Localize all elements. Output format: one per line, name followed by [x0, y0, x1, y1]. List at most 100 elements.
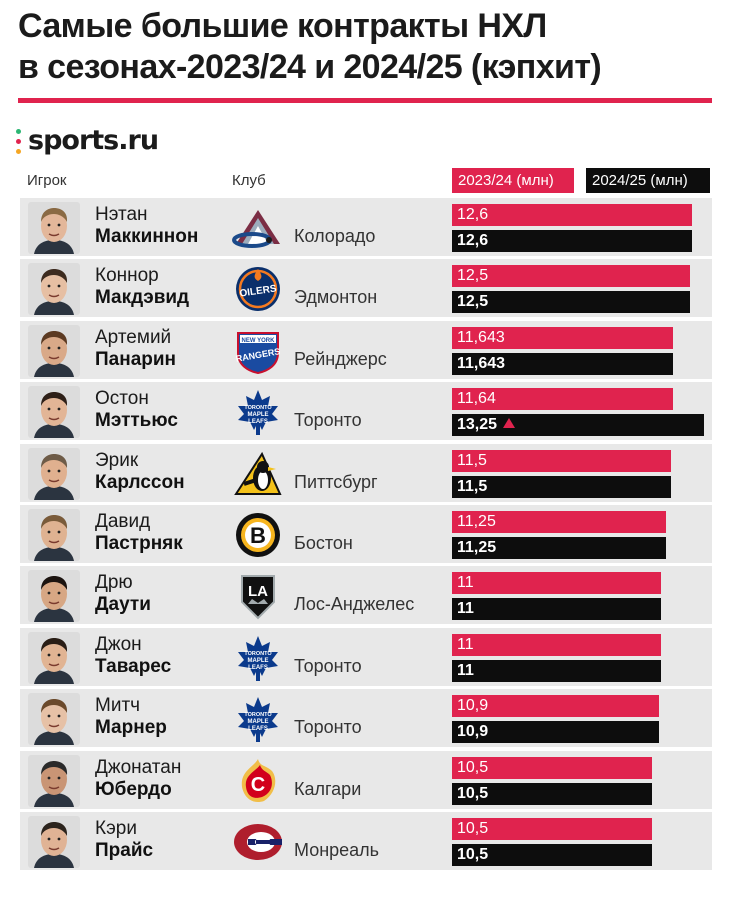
club-name: Монреаль: [294, 840, 380, 860]
player-photo: [28, 324, 80, 377]
maple-leafs-logo-icon: TORONTO MAPLE LEAFS: [232, 634, 284, 682]
player-photo: [28, 570, 80, 623]
player-first-name: Джонатан: [95, 756, 182, 778]
maple-leafs-logo-icon: TORONTO MAPLE LEAFS: [232, 695, 284, 743]
bar-label-2024-25: 13,25: [457, 416, 498, 434]
club-name: Торонто: [294, 717, 362, 738]
bruins-logo-letter: B: [250, 523, 266, 548]
leafs-logo-bot: LEAFS: [248, 726, 268, 732]
table-row: Давид Пастрняк B Бостон 11,25 11,25: [20, 505, 712, 563]
player-photo: [28, 202, 80, 254]
leafs-logo-top: TORONTO: [244, 712, 272, 718]
leafs-logo-mid: MAPLE: [248, 658, 269, 664]
bar-label-2023-24: 12,6: [457, 206, 489, 223]
leafs-logo-bot: LEAFS: [248, 665, 268, 671]
player-last-name: Таварес: [95, 655, 172, 677]
bar-label-2024-25: 12,6: [457, 232, 489, 249]
bar-2024-25: 12,6: [452, 230, 692, 252]
bar-label-2024-25: 11,643: [457, 354, 506, 372]
brand-dots-icon: [16, 129, 22, 155]
player-first-name: Давид: [95, 511, 151, 532]
up-triangle-icon: [503, 418, 516, 429]
bar-2024-25: 10,5: [452, 844, 652, 866]
bar-label-2023-24: 11,25: [457, 513, 496, 530]
club-name: Лос-Анджелес: [294, 594, 415, 615]
table-row: Джон Таварес TORONTO MAPLE LEAFS Торонто…: [20, 627, 712, 686]
chart-title: Самые большие контракты НХЛ в сезонах-20…: [18, 6, 718, 88]
canadiens-logo-icon: [232, 818, 284, 866]
bar-2023-24: 12,5: [452, 265, 690, 288]
player-last-name: Пастрняк: [95, 533, 183, 554]
bar-2024-25: 11: [452, 659, 661, 682]
leafs-logo-mid: MAPLE: [248, 719, 269, 725]
bar-label-2023-24: 10,5: [457, 758, 489, 776]
leafs-logo-bot: LEAFS: [248, 419, 268, 425]
player-last-name: Прайс: [95, 840, 154, 861]
legend-2024-25: 2024/25 (млн): [586, 168, 710, 193]
bar-label-2024-25: 10,9: [457, 723, 489, 741]
bar-2024-25: 11,643: [452, 352, 673, 375]
bar-label-2024-25: 12,5: [457, 293, 489, 311]
title-line-1: Самые большие контракты НХЛ: [18, 7, 547, 45]
player-photo: [28, 386, 80, 439]
bar-2024-25: 10,5: [452, 782, 652, 805]
bar-2024-25: 11: [452, 598, 661, 621]
player-last-name: Панарин: [95, 348, 177, 370]
bar-2024-25: 13,25: [452, 414, 704, 437]
maple-leafs-logo-icon: TORONTO MAPLE LEAFS: [232, 388, 284, 436]
bar-2023-24: 11: [452, 633, 661, 656]
player-photo: [28, 754, 80, 807]
flames-logo-letter: C: [251, 774, 265, 796]
bar-2023-24: 10,9: [452, 695, 659, 718]
bar-2023-24: 11: [452, 572, 661, 595]
leafs-logo-top: TORONTO: [244, 651, 272, 657]
column-header-club: Клуб: [232, 172, 266, 189]
penguins-logo-icon: [232, 450, 284, 498]
bar-2024-25: 11,5: [452, 475, 671, 498]
table-row: Нэтан Маккиннон Колорадо 12,6 12,6: [20, 198, 712, 256]
title-line-2: в сезонах-2023/24 и 2024/25 (кэпхит): [18, 48, 602, 86]
player-first-name: Эрик: [95, 449, 139, 471]
bar-label-2023-24: 11: [457, 574, 474, 592]
club-name: Торонто: [294, 655, 362, 676]
player-photo: [28, 631, 80, 684]
bar-label-2023-24: 10,9: [457, 697, 489, 715]
brand-name: sports.ru: [28, 125, 159, 156]
bar-label-2024-25: 11,25: [457, 539, 497, 556]
player-last-name: Макдэвид: [95, 287, 190, 309]
player-last-name: Даути: [95, 594, 151, 616]
player-photo: [28, 816, 80, 868]
club-name: Калгари: [294, 778, 362, 799]
bar-label-2024-25: 11: [457, 661, 474, 679]
club-name: Бостон: [294, 533, 353, 553]
bruins-logo-icon: B: [232, 511, 284, 559]
oilers-logo-text: OILERS: [239, 284, 278, 300]
bar-2024-25: 12,5: [452, 291, 690, 314]
club-name: Рейнджерс: [294, 348, 387, 369]
bar-label-2023-24: 10,5: [457, 820, 489, 837]
bar-label-2023-24: 11,643: [457, 328, 505, 346]
player-photo: [28, 447, 80, 500]
player-first-name: Нэтан: [95, 204, 148, 225]
bar-2023-24: 11,64: [452, 388, 673, 411]
player-last-name: Карлссон: [95, 471, 185, 493]
bar-2023-24: 11,643: [452, 326, 673, 349]
player-last-name: Мэттьюс: [95, 410, 178, 432]
player-first-name: Кэри: [95, 818, 137, 839]
kings-logo-text: LA: [248, 583, 268, 600]
bar-2023-24: 11,25: [452, 511, 666, 533]
player-first-name: Дрю: [95, 572, 133, 594]
club-name: Питтсбург: [294, 471, 378, 492]
table-row: Артемий Панарин NEW YORK RANGERS Рейндже…: [20, 320, 712, 379]
player-first-name: Митч: [95, 695, 141, 717]
table-row: Дрю Даути LA Лос-Анджелес 11 11: [20, 566, 712, 625]
bar-label-2024-25: 10,5: [457, 846, 489, 863]
bar-2023-24: 10,5: [452, 756, 652, 779]
bar-label-2024-25: 11: [457, 600, 474, 618]
table-row: Коннор Макдэвид OILERS Эдмонтон 12,5 12,…: [20, 259, 712, 318]
title-divider: [18, 98, 712, 103]
player-last-name: Маккиннон: [95, 226, 199, 247]
player-photo: [28, 263, 80, 316]
bar-2024-25: 11,25: [452, 537, 666, 559]
table-row: Эрик Карлссон Питтсбург 11,5 11,5: [20, 443, 712, 502]
